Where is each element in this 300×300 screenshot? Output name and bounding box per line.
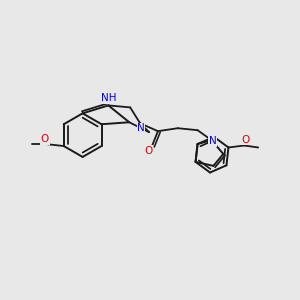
Text: N: N — [137, 123, 145, 133]
Text: N: N — [208, 136, 216, 146]
Text: O: O — [241, 135, 249, 145]
Text: NH: NH — [100, 94, 116, 103]
Text: O: O — [144, 146, 152, 156]
Text: O: O — [41, 134, 49, 144]
